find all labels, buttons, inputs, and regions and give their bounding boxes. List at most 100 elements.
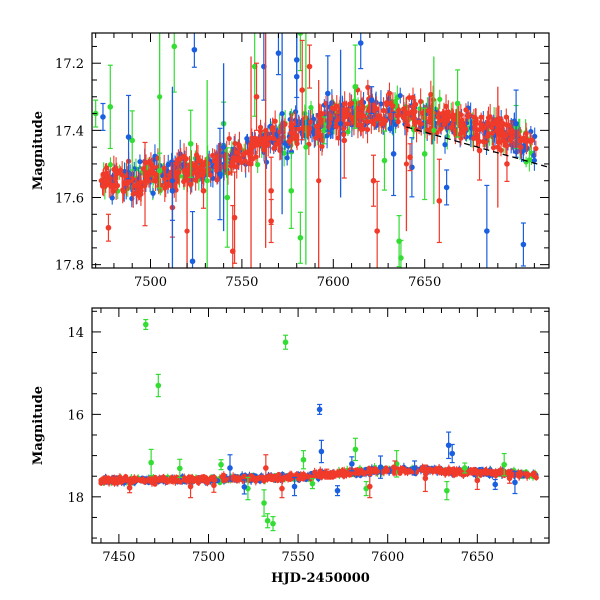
data-point-red — [334, 470, 340, 477]
data-point-red — [347, 471, 353, 477]
outlier-point-green — [501, 461, 507, 468]
data-point-red — [456, 467, 462, 473]
outlier-point-green — [177, 465, 183, 472]
outlier-point-red — [392, 465, 398, 471]
outlier-point-blue — [275, 50, 282, 56]
data-point-red — [395, 119, 401, 125]
data-point-red — [121, 180, 127, 186]
data-point-green — [431, 127, 437, 133]
data-point-red — [498, 147, 504, 153]
x-tick-label: 7600 — [371, 550, 404, 565]
data-point-red — [364, 126, 371, 133]
data-point-blue — [109, 195, 115, 201]
outlier-point-blue — [377, 464, 384, 470]
data-point-red — [316, 178, 322, 184]
data-point-red — [491, 469, 497, 476]
outlier-point-green — [218, 461, 224, 468]
data-point-red — [416, 119, 422, 125]
outlier-point-green — [352, 446, 359, 453]
data-point-red — [390, 103, 396, 109]
data-point-red — [372, 466, 378, 473]
data-point-red — [225, 170, 231, 176]
data-point-red — [210, 152, 216, 159]
data-point-blue — [263, 159, 270, 165]
data-point-red — [441, 121, 447, 128]
outlier-point-blue — [191, 46, 198, 53]
data-point-red — [437, 126, 444, 132]
data-point-red — [384, 468, 390, 474]
data-point-red — [201, 473, 207, 480]
data-point-red — [174, 178, 180, 184]
outlier-point-green — [142, 321, 149, 328]
data-point-red — [118, 477, 124, 483]
plot-area — [92, 33, 549, 268]
x-tick-label: 7500 — [134, 275, 167, 290]
outlier-point-red — [105, 224, 112, 231]
data-point-red — [358, 122, 364, 128]
data-point-red — [319, 143, 325, 150]
data-point-red — [343, 107, 350, 113]
data-point-red — [329, 105, 335, 111]
x-tick-label: 7600 — [317, 275, 350, 290]
outlier-point-blue — [484, 228, 490, 234]
data-point-red — [406, 111, 412, 117]
data-point-red — [248, 161, 254, 167]
outlier-point-blue — [349, 461, 355, 467]
data-point-red — [237, 145, 243, 151]
data-point-red — [401, 106, 407, 112]
data-point-red — [504, 122, 510, 128]
outlier-point-red — [323, 471, 330, 477]
outlier-point-blue — [125, 134, 132, 140]
data-point-red — [383, 100, 390, 106]
outlier-point-green — [288, 187, 295, 194]
data-point-red — [249, 139, 255, 145]
data-point-red — [242, 158, 248, 164]
x-tick-label: 7650 — [408, 275, 441, 290]
outlier-point-red — [436, 198, 443, 204]
outlier-point-blue — [227, 465, 233, 471]
outlier-point-green — [381, 157, 388, 164]
data-point-red — [146, 178, 152, 184]
y-axis-label: Magnitude — [31, 386, 46, 465]
data-point-blue — [165, 162, 171, 168]
data-point-red — [413, 101, 419, 108]
y-tick-label: 17.6 — [55, 192, 84, 207]
outlier-point-blue — [513, 120, 519, 127]
data-point-red — [527, 138, 533, 144]
outlier-point-red — [407, 154, 413, 161]
data-point-blue — [137, 159, 143, 165]
data-point-red — [436, 111, 442, 117]
data-point-red — [480, 138, 486, 145]
outlier-point-blue — [318, 448, 325, 455]
data-point-red — [277, 147, 283, 154]
data-point-red — [257, 124, 264, 131]
data-point-red — [462, 126, 469, 132]
data-point-red — [495, 144, 501, 150]
data-point-red — [270, 474, 276, 481]
y-tick-label: 16 — [67, 408, 84, 423]
data-point-red — [357, 470, 363, 476]
data-point-red — [472, 123, 478, 129]
data-point-red — [358, 126, 364, 132]
data-point-red — [474, 134, 480, 140]
data-point-red — [196, 479, 202, 485]
outlier-point-blue — [449, 450, 456, 457]
data-point-red — [253, 476, 260, 483]
data-point-red — [122, 476, 128, 483]
outlier-point-blue — [217, 171, 223, 177]
data-point-red — [143, 160, 149, 166]
data-point-green — [204, 178, 210, 184]
outlier-point-red — [229, 248, 236, 255]
data-point-red — [159, 477, 165, 483]
outlier-point-red — [268, 187, 274, 194]
outlier-point-green — [352, 83, 359, 90]
data-point-red — [174, 160, 180, 166]
y-tick-label: 17.2 — [55, 57, 84, 72]
data-point-red — [175, 169, 181, 176]
data-point-red — [154, 172, 160, 178]
data-point-red — [364, 118, 370, 125]
data-point-red — [271, 145, 277, 151]
outlier-point-red — [476, 147, 483, 154]
data-point-green — [107, 162, 114, 168]
data-point-red — [251, 135, 258, 141]
